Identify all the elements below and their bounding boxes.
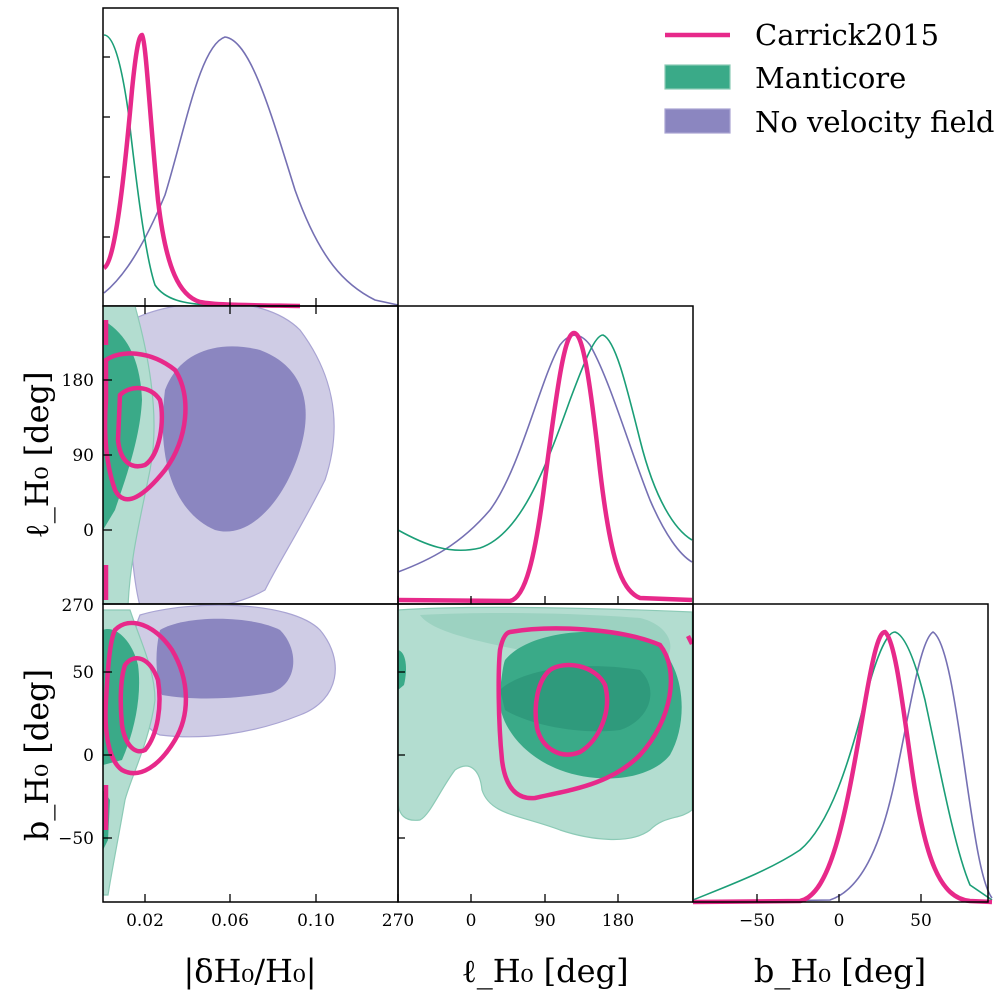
marginal-dH-manticore [103,34,211,306]
ticks-dHl-top [144,306,317,314]
panel-dH-marginal [102,7,399,309]
legend-label-manticore: Manticore [755,61,906,95]
xtick-b-0: 0 [834,911,845,931]
frame-b-marginal [692,603,989,903]
contour-lb-carrick-edge [685,634,693,646]
panel-dH-l [102,305,399,605]
legend-label-carrick: Carrick2015 [755,18,939,52]
ticks-dH-left [103,56,110,238]
ytick-l-180: 180 [62,371,94,391]
ytick-l-90: 90 [72,446,94,466]
xtick-l-270: 270 [382,911,414,931]
contour-dHb-novel-1sigma [156,618,294,699]
ticks-dHb-left [103,671,112,839]
tick-labels-x-dH: 0.02 0.06 0.10 [126,911,335,931]
ytick-l-270: 270 [62,596,94,616]
legend-label-no-velocity: No velocity field [755,105,994,139]
ticks-dHl-left [103,379,112,531]
xtick-l-180: 180 [602,911,634,931]
tick-labels-x-l: 270 0 90 180 [382,911,634,931]
ylabel-l: ℓ_H₀ [deg] [18,371,56,538]
ytick-l-0: 0 [83,521,94,541]
frame-l-marginal [397,305,694,605]
legend-swatch-no-velocity [664,108,731,134]
marginal-l-manticore [397,334,693,552]
marginal-dH-no-velocity [103,36,399,306]
xtick-dH-006: 0.06 [211,911,249,931]
contour-dHb-carrick-1sigma [118,655,162,754]
xtick-b-50: 50 [910,911,932,931]
marginal-l-no-velocity [397,334,693,573]
xlabel-dH: |δH₀/H₀| [183,952,316,990]
contour-dHl-carrick-2sigma [103,351,188,502]
xtick-b-minus50: −50 [739,911,775,931]
contour-dHl-novel-1sigma [162,346,306,532]
contour-dHb-carrick-2sigma [103,620,189,776]
panel-l-b [397,603,694,903]
ticks-lb-left [398,671,405,839]
panel-dH-b [102,603,399,903]
panel-l-marginal [397,305,694,605]
ylabel-b: b_H₀ [deg] [18,669,56,841]
contour-lb-carrick-2sigma [496,626,674,801]
marginal-b-manticore [692,631,993,901]
ticks-l-top [397,596,619,604]
legend-swatch-manticore [664,64,731,90]
ytick-b-50: 50 [72,663,94,683]
ticks-dHb-bottom [144,894,317,902]
xtick-dH-010: 0.10 [297,911,335,931]
legend: Carrick2015 Manticore No velocity field [664,18,994,139]
ytick-b-minus50: −50 [58,829,94,849]
ticks-lb-bottom [397,894,619,902]
marginal-dH-carrick [102,32,301,309]
ticks-dH-top [144,298,317,306]
xtick-l-0: 0 [466,911,477,931]
ytick-b-0: 0 [83,746,94,766]
marginal-l-carrick [397,330,693,604]
ticks-b-bottom [756,894,922,902]
contour-lb-mant-edge [398,650,406,690]
contour-lb-carrick-1sigma [533,662,610,757]
marginal-b-no-velocity [692,631,993,903]
contour-dHl-carrick-1sigma [115,385,165,469]
tick-labels-y-b: 50 0 −50 [58,663,94,849]
xtick-l-90: 90 [534,911,556,931]
tick-labels-x-b: −50 0 50 [739,911,932,931]
marginal-b-carrick [692,629,993,905]
xtick-dH-002: 0.02 [126,911,164,931]
xlabel-l: ℓ_H₀ [deg] [461,952,628,990]
xlabel-b: b_H₀ [deg] [754,952,926,990]
tick-labels-y-l: 180 90 0 270 [62,371,94,616]
panel-b-marginal [692,603,993,905]
